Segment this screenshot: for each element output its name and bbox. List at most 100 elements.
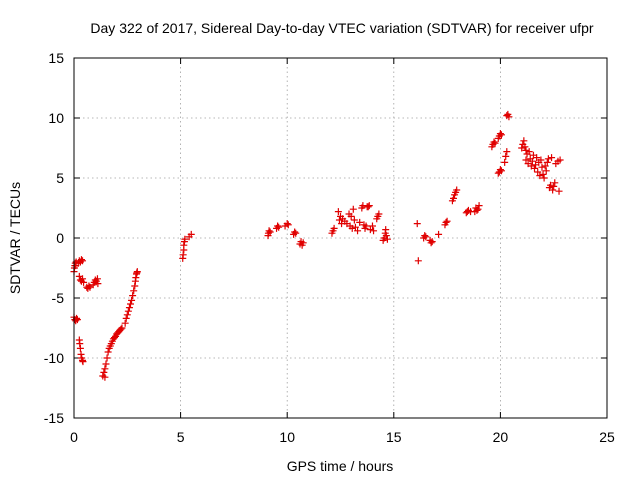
data-point — [356, 218, 364, 226]
data-point — [521, 143, 529, 151]
data-point — [100, 368, 108, 376]
data-point — [291, 228, 299, 236]
data-point — [475, 202, 483, 210]
x-tick-label: 15 — [386, 429, 402, 445]
data-point — [544, 155, 552, 163]
data-point — [549, 186, 557, 194]
data-point — [359, 202, 367, 210]
data-point — [491, 139, 499, 147]
data-point — [474, 205, 482, 213]
data-point — [274, 222, 282, 230]
data-point — [522, 156, 530, 164]
data-point — [525, 148, 533, 156]
data-point — [187, 230, 195, 238]
data-point — [132, 274, 140, 282]
data-point — [85, 282, 93, 290]
data-point — [73, 316, 81, 324]
data-point — [536, 172, 544, 180]
data-point — [126, 300, 134, 308]
data-point — [442, 218, 450, 226]
y-tick-label: -15 — [44, 410, 64, 426]
data-point — [129, 292, 137, 300]
data-point — [284, 221, 292, 229]
data-point — [76, 340, 84, 348]
data-point — [534, 168, 542, 176]
data-point — [503, 148, 511, 156]
data-point — [77, 350, 85, 358]
data-point — [104, 348, 112, 356]
data-point — [382, 226, 390, 234]
data-point — [130, 287, 138, 295]
y-tick-label: 10 — [48, 110, 64, 126]
data-point — [370, 227, 378, 235]
data-point — [334, 208, 342, 216]
data-point — [79, 358, 87, 366]
data-point — [550, 182, 558, 190]
data-point — [76, 344, 84, 352]
data-point — [531, 164, 539, 172]
y-tick-label: 5 — [56, 170, 64, 186]
data-point — [556, 156, 564, 164]
data-point — [275, 223, 283, 231]
data-point — [449, 194, 457, 202]
x-tick-label: 5 — [177, 429, 185, 445]
data-point — [497, 167, 505, 175]
data-point — [375, 210, 383, 218]
data-point — [365, 202, 373, 210]
data-point — [179, 251, 187, 259]
data-point — [542, 167, 550, 175]
data-point — [496, 166, 504, 174]
y-tick-label: -10 — [44, 350, 64, 366]
data-point — [497, 131, 505, 139]
data-point — [124, 307, 132, 315]
data-point — [350, 216, 358, 224]
data-point — [518, 144, 526, 152]
data-point — [180, 241, 188, 249]
data-point — [505, 113, 513, 121]
data-point — [413, 220, 421, 228]
data-point — [121, 319, 129, 327]
data-point — [541, 162, 549, 170]
data-point — [539, 170, 547, 178]
data-point — [473, 206, 481, 214]
data-points — [70, 110, 564, 381]
data-point — [111, 334, 119, 342]
data-point — [421, 232, 429, 240]
data-point — [101, 365, 109, 373]
data-point — [131, 282, 139, 290]
data-point — [181, 235, 189, 243]
data-point — [368, 222, 376, 230]
x-tick-label: 25 — [599, 429, 615, 445]
data-point — [123, 311, 131, 319]
data-point — [335, 216, 343, 224]
data-point — [428, 238, 436, 246]
data-point — [283, 220, 291, 228]
data-point — [79, 257, 87, 265]
data-point — [538, 163, 546, 171]
data-point — [117, 325, 125, 333]
data-point — [435, 230, 443, 238]
data-point — [528, 157, 536, 165]
data-point — [520, 137, 528, 145]
data-point — [490, 138, 498, 146]
data-point — [128, 296, 136, 304]
x-tick-label: 10 — [279, 429, 295, 445]
plot-frame — [73, 57, 608, 419]
data-point — [366, 226, 374, 234]
data-point — [547, 181, 555, 189]
data-point — [125, 304, 133, 312]
x-tick-label: 0 — [70, 429, 78, 445]
data-point — [382, 232, 390, 240]
axis-ticks: 0 5 10 15 20 25 -15 -10 -5 0 5 10 15 — [44, 50, 615, 445]
data-point — [351, 223, 359, 231]
data-point — [453, 186, 461, 194]
data-point — [414, 257, 422, 265]
data-point — [422, 233, 430, 241]
data-point — [543, 158, 551, 166]
y-tick-label: -5 — [52, 290, 65, 306]
x-axis-label: GPS time / hours — [287, 458, 394, 474]
data-point — [551, 179, 559, 187]
data-point — [101, 373, 109, 381]
data-point — [133, 268, 141, 276]
